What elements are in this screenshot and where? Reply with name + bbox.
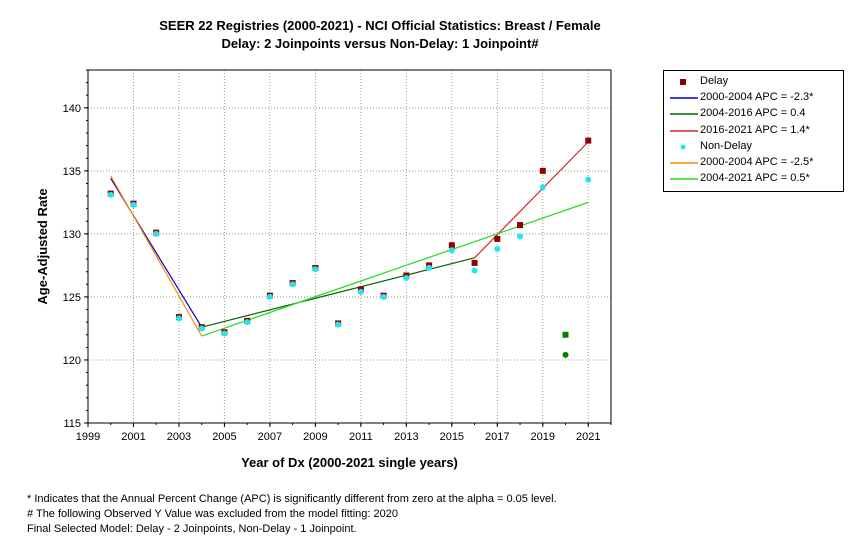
non-delay-point [426, 264, 433, 271]
legend-item: 2000-2004 APC = -2.5* [664, 155, 843, 171]
plot-area [87, 69, 612, 424]
non-delay-point [244, 319, 251, 326]
non-delay-point [585, 176, 592, 183]
non-delay-point [380, 293, 387, 300]
non-delay-point [312, 266, 319, 273]
trend-line-2 [201, 257, 475, 328]
non-delay-point [175, 315, 182, 322]
delay-point [539, 167, 546, 174]
legend-label: 2016-2021 APC = 1.4* [700, 123, 810, 136]
delay-point [494, 235, 501, 242]
legend-label: 2004-2021 APC = 0.5* [700, 172, 810, 185]
x-tick-label: 2009 [303, 431, 327, 443]
legend-swatch [670, 162, 698, 164]
legend-label: 2000-2004 APC = -2.3* [700, 91, 814, 104]
non-delay-point [357, 288, 364, 295]
y-tick-label: 125 [63, 292, 81, 304]
chart-title-line-2: Delay: 2 Joinpoints versus Non-Delay: 1 … [221, 36, 539, 51]
y-axis-title: Age-Adjusted Rate [35, 188, 50, 304]
x-tick-label: 2003 [167, 431, 191, 443]
non-delay-point [517, 233, 524, 240]
x-tick-label: 2019 [531, 431, 555, 443]
non-delay-point [266, 293, 273, 300]
legend-label: Non-Delay [700, 139, 752, 152]
non-delay-point [107, 191, 114, 198]
x-tick-label: 2015 [440, 431, 464, 443]
non-delay-point [471, 267, 478, 274]
non-delay-point [448, 247, 455, 254]
legend-label: 2004-2016 APC = 0.4 [700, 107, 806, 120]
non-delay-point [153, 230, 160, 237]
x-tick-label: 2017 [485, 431, 509, 443]
non-delay-point [494, 246, 501, 253]
y-tick-label: 135 [63, 166, 81, 178]
non-delay-point [539, 184, 546, 191]
x-tick-label: 1999 [76, 431, 100, 443]
footnote-excluded-value: # The following Observed Y Value was exc… [27, 508, 398, 520]
legend-label: Delay [700, 75, 729, 87]
x-tick-label: 2021 [576, 431, 600, 443]
chart-legend: Delay 2000-2004 APC = -2.3* 2004-2016 APC … [663, 70, 844, 192]
x-tick-label: 2011 [349, 431, 373, 443]
y-tick-label: 140 [63, 103, 81, 115]
x-tick-label: 2013 [394, 431, 418, 443]
legend-item: 2004-2016 APC = 0.4 [664, 106, 843, 122]
y-tick-label: 115 [63, 418, 81, 430]
excluded-point [562, 331, 569, 338]
y-tick-label: 120 [63, 355, 81, 367]
legend-item: 2016-2021 APC = 1.4* [664, 123, 843, 139]
x-axis-title: Year of Dx (2000-2021 single years) [241, 455, 458, 470]
trend-line-6 [201, 201, 589, 337]
legend-swatch [680, 144, 686, 150]
footnote-significance: * Indicates that the Annual Percent Chan… [27, 493, 557, 505]
legend-item: 2004-2021 APC = 0.5* [664, 171, 843, 187]
legend-label: 2000-2004 APC = -2.5* [700, 156, 814, 168]
delay-point [471, 259, 478, 266]
non-delay-point [198, 325, 205, 332]
delay-point [448, 242, 455, 249]
legend-swatch [680, 79, 686, 85]
non-delay-point [289, 281, 296, 288]
x-tick-label: 2001 [121, 431, 145, 443]
delay-point [517, 222, 524, 229]
legend-swatch [670, 178, 698, 180]
legend-item: Non-Delay [664, 139, 843, 155]
non-delay-point [221, 330, 228, 337]
delay-point [585, 137, 592, 144]
legend-item: Delay [664, 74, 843, 90]
chart-title-line-1: SEER 22 Registries (2000-2021) - NCI Off… [159, 18, 601, 33]
trend-line-3 [474, 141, 589, 259]
non-delay-point [130, 201, 137, 208]
legend-swatch [670, 97, 698, 99]
footnote-final-model: Final Selected Model: Delay - 2 Joinpoin… [27, 523, 357, 535]
non-delay-point [403, 275, 410, 282]
trend-line-5 [110, 175, 203, 337]
x-tick-label: 2005 [212, 431, 236, 443]
footnotes: * Indicates that the Annual Percent Chan… [27, 492, 557, 537]
y-tick-label: 130 [63, 229, 81, 241]
legend-swatch [670, 129, 698, 132]
legend-swatch [670, 113, 698, 116]
legend-item: 2000-2004 APC = -2.3* [664, 90, 843, 106]
x-tick-label: 2007 [258, 431, 282, 443]
non-delay-point [335, 321, 342, 328]
excluded-point [562, 351, 569, 358]
